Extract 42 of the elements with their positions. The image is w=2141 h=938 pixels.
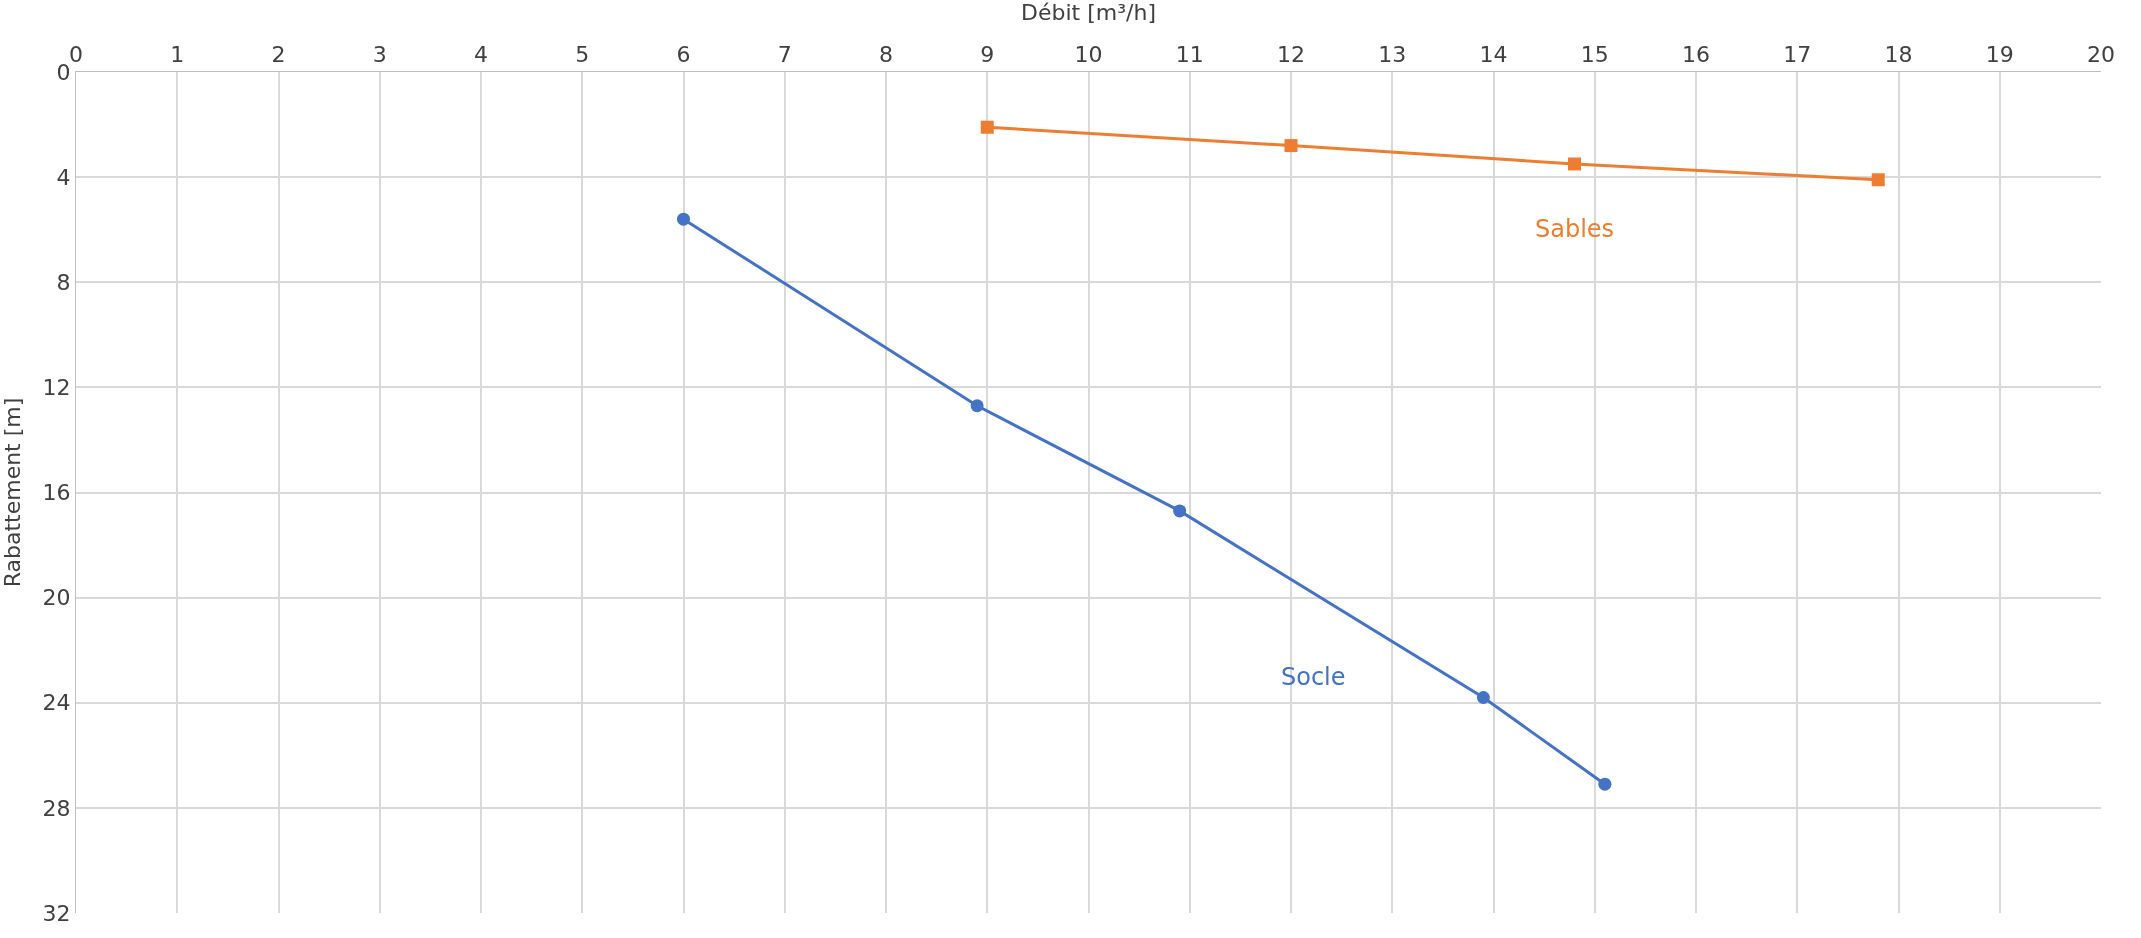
y-tick-label: 12 [42,375,71,401]
x-tick-label: 8 [879,42,893,68]
x-tick-label: 3 [372,42,387,68]
text: Sables [1535,215,1615,243]
y-tick-label: 16 [42,480,71,506]
point [1173,504,1187,518]
y-tick-label: 20 [42,585,71,611]
y-axis-title: Rabattement [m] [0,397,26,588]
x-tick-label: 10 [1074,42,1103,68]
x-tick-label: 2 [271,42,286,68]
x-tick-label: 5 [575,42,590,68]
x-tick-label: 1 [170,42,185,68]
x-tick-label: 19 [1985,42,2014,68]
series-label: Socle [1281,663,1346,691]
point [1476,690,1490,704]
y-tick-label: 28 [42,795,71,821]
x-tick-label: 4 [474,42,488,68]
x-tick-label: 20 [2087,42,2115,68]
x-tick-label: 18 [1884,42,1913,68]
point [1871,173,1885,187]
y-tick-label: 0 [56,59,71,85]
x-tick-label: 7 [777,42,792,68]
x-tick-label: 11 [1175,42,1204,68]
x-tick-label: 6 [676,42,691,68]
y-tick-label: 24 [42,690,71,716]
point [1568,157,1581,171]
x-axis-title: Débit [m³/h] [1021,0,1156,25]
point [1598,777,1612,791]
x-tick-label: 12 [1277,42,1305,68]
point [1284,139,1298,153]
x-tick-label: 15 [1580,42,1609,68]
x-tick-label: 17 [1783,42,1812,68]
x-tick-label: 9 [980,42,995,68]
point [677,212,690,226]
y-tick-label: 4 [56,164,71,190]
x-tick-label: 16 [1682,42,1710,68]
y-tick-label: 8 [56,269,71,295]
point [980,120,994,134]
x-tick-label: 13 [1378,42,1407,68]
point [970,399,984,413]
x-tick-label: 14 [1479,42,1508,68]
y-tick-label: 32 [42,900,71,926]
